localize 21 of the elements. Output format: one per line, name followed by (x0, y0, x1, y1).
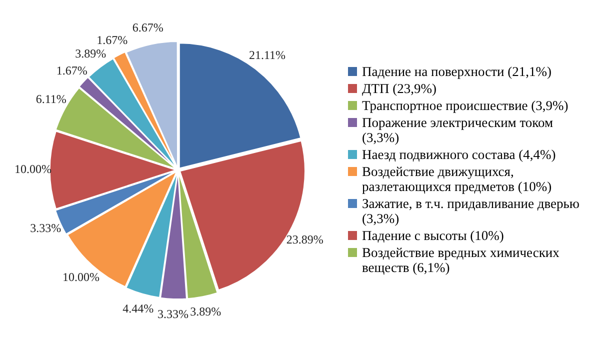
legend-label: Падение на поверхности (21,1%) (362, 64, 552, 78)
legend-label: Наезд подвижного состава (4,4%) (362, 146, 556, 162)
data-label: 1.67% (96, 32, 128, 47)
data-label: 6.11% (36, 92, 66, 106)
data-label: 10.00% (62, 270, 100, 284)
data-label: 1.67% (56, 63, 88, 78)
data-label: 23.89% (286, 232, 324, 246)
data-label: 6.67% (132, 20, 164, 34)
data-label: 3.33% (30, 221, 62, 236)
data-label: 21.11% (248, 48, 286, 62)
data-label: 3.89% (190, 304, 222, 318)
legend-label: Транспортное происшествие (3,9%) (362, 98, 568, 112)
legend-label: Поражение электрическим током (3,3%) (362, 114, 554, 144)
legend-label: ДТП (23,9%) (362, 80, 436, 96)
legend-label: Падение с высоты (10%) (362, 228, 504, 242)
legend-label: Зажатие, в т.ч. придавливание дверью (3,3%) (362, 196, 581, 226)
data-label: 3.89% (75, 46, 106, 60)
legend-label: Воздействие вредных химических веществ (6,1%) (362, 244, 560, 274)
legend-label: Воздействие движущихся, разлетающихся предметов (10%) (362, 164, 553, 194)
data-label: 4.44% (122, 302, 154, 316)
data-label: 3.33% (157, 307, 188, 322)
